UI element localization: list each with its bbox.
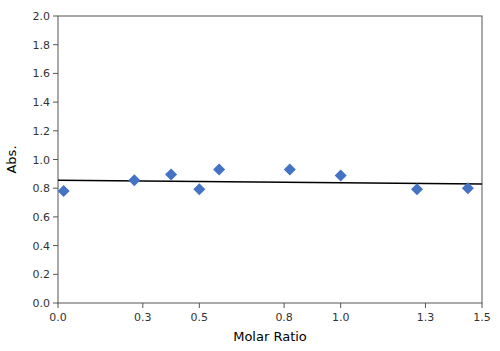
- scatter-point: [165, 169, 177, 181]
- y-tick-label: 1.6: [33, 67, 51, 80]
- trend-line: [58, 180, 482, 184]
- x-tick-label: 0.0: [49, 311, 67, 324]
- y-tick: [53, 303, 58, 304]
- plot-area: [58, 164, 482, 198]
- y-tick-label: 1.8: [33, 39, 51, 52]
- x-tick-label: 1.0: [332, 311, 350, 324]
- y-tick: [53, 216, 58, 217]
- y-tick-label: 1.2: [33, 125, 51, 138]
- scatter-point: [462, 182, 474, 194]
- y-tick: [53, 16, 58, 17]
- x-tick: [142, 303, 143, 308]
- x-tick-label: 1.3: [417, 311, 435, 324]
- y-axis: 0.0 0.2 0.4 0.6 0.8 1.0 1.2 1.4 1.6 1.8 2.0: [33, 10, 59, 310]
- x-tick: [199, 303, 200, 308]
- x-tick: [482, 303, 483, 308]
- y-tick: [53, 159, 58, 160]
- scatter-point: [335, 170, 347, 182]
- scatter-point: [213, 164, 225, 176]
- x-tick: [425, 303, 426, 308]
- y-tick: [53, 130, 58, 131]
- x-tick: [58, 303, 59, 308]
- x-axis-label: Molar Ratio: [233, 329, 307, 344]
- y-tick-label: 0.8: [33, 182, 51, 195]
- y-tick-label: 2.0: [33, 10, 51, 23]
- scatter-point: [411, 183, 423, 195]
- x-tick-label: 0.5: [191, 311, 209, 324]
- x-tick: [340, 303, 341, 308]
- scatter-point: [58, 185, 70, 197]
- plot-frame: [58, 16, 482, 303]
- x-tick-label: 0.8: [275, 311, 293, 324]
- x-tick: [284, 303, 285, 308]
- y-tick-label: 0.2: [33, 268, 51, 281]
- y-tick: [53, 245, 58, 246]
- chart: 0.0 0.3 0.5 0.8 1.0 1.3 1.5 0.0 0.2 0.4 0.6 0.8 1.0 1…: [0, 0, 500, 351]
- x-tick-label: 1.5: [473, 311, 491, 324]
- y-tick: [53, 274, 58, 275]
- y-tick: [53, 73, 58, 74]
- y-tick-label: 1.4: [33, 96, 51, 109]
- scatter-point: [128, 174, 140, 186]
- y-tick: [53, 44, 58, 45]
- y-tick: [53, 188, 58, 189]
- x-tick-label: 0.3: [134, 311, 152, 324]
- x-axis: 0.0 0.3 0.5 0.8 1.0 1.3 1.5: [49, 303, 491, 324]
- scatter-point: [284, 164, 296, 176]
- y-tick: [53, 102, 58, 103]
- y-tick-label: 0.6: [33, 211, 51, 224]
- y-tick-label: 0.0: [33, 297, 51, 310]
- y-tick-label: 0.4: [33, 240, 51, 253]
- scatter-point: [193, 183, 205, 195]
- y-tick-label: 1.0: [33, 154, 51, 167]
- y-axis-label: Abs.: [4, 145, 19, 173]
